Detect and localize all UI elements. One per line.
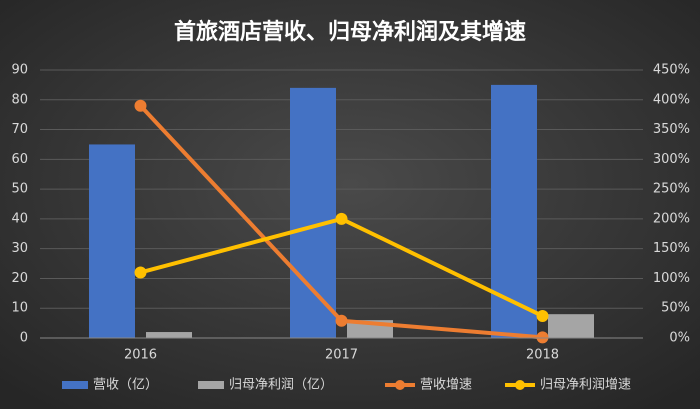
y2-tick-label: 200%: [653, 211, 690, 226]
y-tick-label: 40: [11, 211, 28, 226]
line-marker: [335, 314, 348, 327]
y2-tick-label: 0%: [669, 331, 690, 346]
y-tick-label: 60: [11, 152, 28, 167]
line-marker: [536, 309, 549, 322]
y2-tick-label: 50%: [661, 301, 690, 316]
x-tick-label: 2016: [124, 348, 157, 363]
legend-label: 营收增速: [420, 378, 472, 393]
bar: [548, 314, 594, 338]
y-tick-label: 50: [11, 182, 28, 197]
y-tick-label: 30: [11, 241, 28, 256]
x-tick-label: 2017: [325, 348, 358, 363]
y-tick-label: 20: [11, 271, 28, 286]
legend-label: 归母净利润增速: [540, 378, 631, 393]
y2-tick-label: 250%: [653, 182, 690, 197]
y2-tick-label: 150%: [653, 241, 690, 256]
y2-tick-label: 400%: [653, 92, 690, 107]
legend-label: 归母净利润（亿）: [229, 378, 333, 393]
y2-tick-label: 350%: [653, 122, 690, 137]
line-marker: [134, 266, 147, 279]
line-marker: [335, 212, 348, 225]
legend-swatch: [395, 380, 405, 390]
y2-tick-label: 450%: [653, 63, 690, 78]
y-tick-label: 10: [11, 301, 28, 316]
legend-swatch: [62, 381, 88, 389]
x-tick-label: 2018: [526, 348, 559, 363]
bar: [89, 144, 135, 338]
legend-swatch: [198, 381, 224, 389]
bar: [146, 332, 192, 338]
line-marker: [134, 99, 147, 112]
legend-label: 营收（亿）: [93, 378, 158, 393]
legend-swatch: [515, 380, 525, 390]
y2-tick-label: 100%: [653, 271, 690, 286]
y2-tick-label: 300%: [653, 152, 690, 167]
bar: [290, 87, 336, 338]
y-tick-label: 0: [20, 331, 28, 346]
chart-title: 首旅酒店营收、归母净利润及其增速: [174, 19, 526, 45]
y-tick-label: 90: [11, 63, 28, 78]
line-marker: [536, 331, 549, 344]
y-tick-label: 70: [11, 122, 28, 137]
y-tick-label: 80: [11, 92, 28, 107]
